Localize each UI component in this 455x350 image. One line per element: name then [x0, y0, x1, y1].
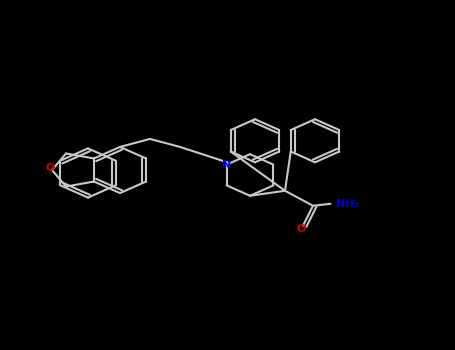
- Text: O: O: [296, 224, 305, 233]
- Text: O: O: [45, 163, 55, 173]
- Text: N: N: [222, 160, 231, 170]
- Text: NH₂: NH₂: [336, 199, 360, 209]
